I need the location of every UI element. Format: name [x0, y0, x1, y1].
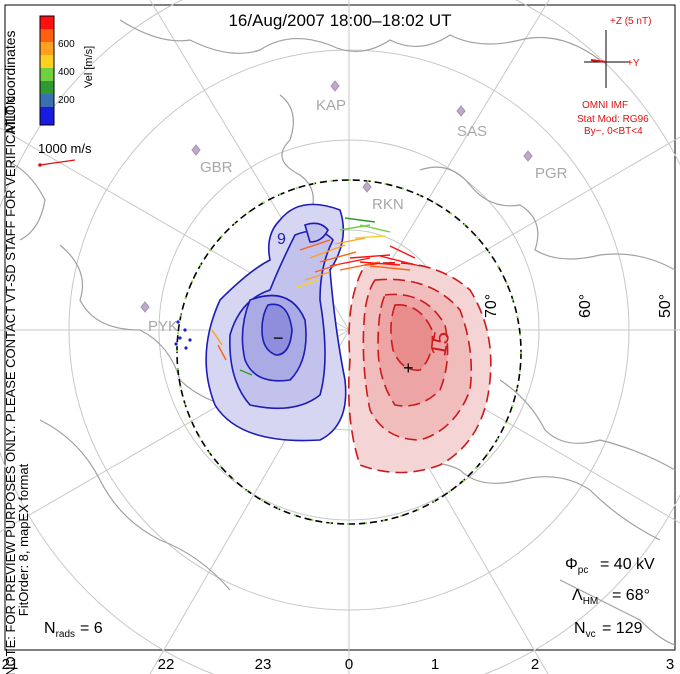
preview-note: NOTE: FOR PREVIEW PURPOSES ONLY. PLEASE … [3, 92, 18, 674]
radar-label-kap: KAP [316, 97, 346, 114]
negative-potential-cell [205, 203, 347, 442]
radar-label-pgr: PGR [535, 165, 568, 182]
mlt-label-22: 22 [158, 656, 175, 673]
reference-vector: 1000 m/s [38, 141, 92, 167]
imf-bin-label: By−, 0<BT<4 [584, 126, 643, 137]
lambda-hm-symbol: ΛHM [572, 587, 598, 607]
positive-potential-cell [347, 262, 492, 474]
radar-label-gbr: GBR [200, 159, 233, 176]
scale-tick-600: 600 [58, 39, 75, 50]
n-rads-value: = 6 [80, 620, 103, 637]
stats-panel: Φpc = 40 kV ΛHM = 68° Nvc = 129 Nrads = … [44, 556, 655, 640]
latitude-labels: 70° 60° 50° [483, 294, 674, 318]
scale-tick-200: 200 [58, 95, 75, 106]
phi-pc-symbol: Φpc [565, 556, 588, 576]
n-rads-symbol: Nrads [44, 620, 75, 640]
boundary-points [174, 320, 192, 350]
imf-stat-mod-label: Stat Mod: RG96 [577, 114, 649, 125]
imf-y-label: +Y [627, 58, 640, 69]
latitude-label-60: 60° [577, 294, 594, 318]
scale-tick-400: 400 [58, 67, 75, 78]
coastlines [4, 19, 676, 646]
radar-labels: KAP SAS GBR PGR RKN PYK [148, 97, 568, 335]
mlt-label-2: 2 [531, 656, 539, 673]
phi-pc-value: = 40 kV [600, 556, 655, 573]
n-vc-value: = 129 [602, 620, 643, 637]
mlt-label-21: 21 [2, 656, 19, 673]
mlt-label-23: 23 [255, 656, 272, 673]
page-title: 16/Aug/2007 18:00–18:02 UT [228, 11, 451, 30]
mlt-label-0: 0 [345, 656, 353, 673]
velocity-vectors [211, 217, 421, 376]
radar-label-rkn: RKN [372, 196, 404, 213]
imf-panel: +Z (5 nT) +Y OMNI IMF Stat Mod: RG96 By−… [577, 16, 651, 137]
latitude-label-70: 70° [483, 294, 500, 318]
scale-unit-label: Vel [m/s] [83, 46, 95, 88]
mlt-label-1: 1 [431, 656, 439, 673]
map-frame [4, 4, 676, 651]
negative-contour-label: 9 [277, 231, 286, 248]
velocity-color-scale: 600 400 200 Vel [m/s] [39, 15, 95, 126]
mlt-axis: 21 22 23 0 1 2 3 [2, 656, 675, 673]
reference-vector-label: 1000 m/s [38, 141, 92, 156]
potential-min-marker: − [273, 328, 284, 348]
fit-order-label: FitOrder: 8, mapEX format [16, 463, 31, 616]
hm-boundary-dots [176, 179, 522, 525]
latitude-label-50: 50° [657, 294, 674, 318]
n-vc-symbol: Nvc [574, 620, 596, 640]
potential-max-marker: + [403, 358, 414, 378]
coordinates-label: MLT coordinates [2, 31, 18, 134]
lambda-hm-value: = 68° [612, 587, 650, 604]
imf-z-label: +Z (5 nT) [610, 16, 651, 27]
positive-contour-label: 15 [425, 330, 454, 358]
mlt-label-3: 3 [666, 656, 674, 673]
radar-label-sas: SAS [457, 123, 487, 140]
radar-label-pyk: PYK [148, 318, 178, 335]
radar-sites [140, 80, 533, 313]
imf-omni-label: OMNI IMF [582, 100, 628, 111]
